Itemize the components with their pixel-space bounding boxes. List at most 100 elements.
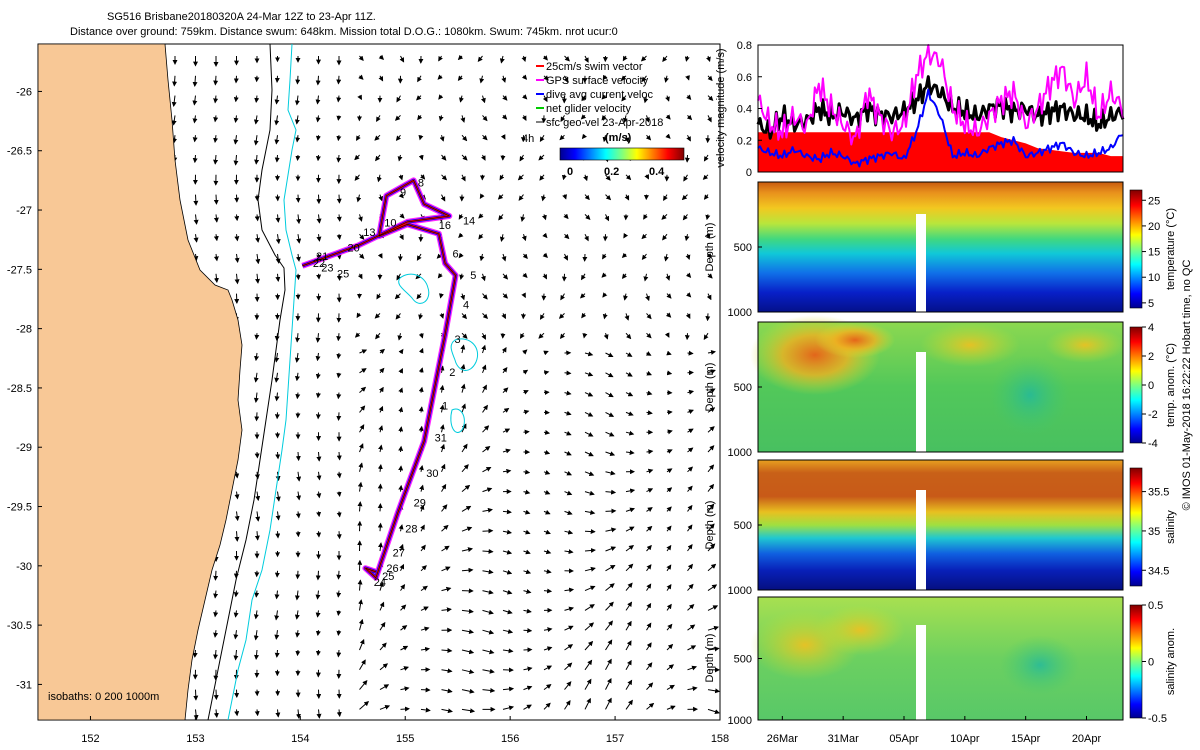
velocity-arrow xyxy=(501,313,506,320)
velocity-arrow xyxy=(605,174,611,181)
velocity-arrow xyxy=(253,610,259,620)
velocity-arrow xyxy=(461,526,473,532)
velocity-arrow xyxy=(666,643,674,651)
velocity-arrow xyxy=(254,214,260,222)
velocity-arrow xyxy=(523,489,531,495)
velocity-arrow xyxy=(605,411,615,417)
velocity-arrow xyxy=(523,589,532,594)
velocity-arrow xyxy=(707,388,716,394)
map-x-tick-label: 154 xyxy=(291,733,309,745)
velocity-arrow xyxy=(543,702,551,710)
velocity-arrow xyxy=(482,134,488,141)
velocity-arrow xyxy=(605,601,614,611)
velocity-arrow xyxy=(396,95,402,103)
velocity-arrow xyxy=(625,332,632,340)
velocity-arrow xyxy=(399,563,405,572)
velocity-arrow xyxy=(605,508,617,514)
velocity-arrow xyxy=(498,214,504,221)
velocity-arrow xyxy=(705,214,711,221)
velocity-series-swim xyxy=(758,132,1123,172)
velocity-arrow xyxy=(399,543,404,552)
velocity-arrow xyxy=(482,487,493,493)
velocity-arrow xyxy=(275,511,281,521)
velocity-arrow xyxy=(359,638,365,651)
velocity-arrow xyxy=(418,406,424,413)
time-tick-label: 31Mar xyxy=(828,733,860,745)
velocity-arrow xyxy=(295,392,301,400)
velocity-arrow xyxy=(687,504,693,512)
velocity-arrow xyxy=(584,391,594,397)
velocity-arrow xyxy=(666,468,673,474)
velocity-arrow xyxy=(687,645,697,651)
velocity-arrow xyxy=(559,332,565,340)
velocity-arrow xyxy=(398,387,404,393)
velocity-arrow xyxy=(564,529,574,535)
velocity-arrow xyxy=(255,511,261,522)
velocity-arrow xyxy=(687,485,693,492)
velocity-arrow xyxy=(646,410,653,416)
colorbar-label: temperature (°C) xyxy=(1165,208,1177,290)
velocity-arrow xyxy=(296,491,302,501)
track-day-label: 20 xyxy=(348,243,360,255)
velocity-arrow xyxy=(625,526,635,532)
velocity-arrow xyxy=(336,531,342,540)
velocity-arrow xyxy=(296,234,302,244)
temperature-colorbar xyxy=(1129,189,1143,309)
velocity-arrow xyxy=(378,405,384,413)
velocity-arrow xyxy=(482,466,492,473)
section-y-tick-label: 1000 xyxy=(728,585,752,597)
velocity-arrow xyxy=(625,699,633,710)
velocity-arrow xyxy=(417,75,422,83)
velocity-arrow xyxy=(398,192,404,199)
velocity-arrow xyxy=(233,95,239,103)
velocity-arrow xyxy=(564,450,572,456)
velocity-arrow xyxy=(641,253,647,261)
velocity-arrow xyxy=(666,293,672,299)
velocity-arrow xyxy=(336,234,342,240)
velocity-arrow xyxy=(558,313,565,319)
colorbar-label: salinity xyxy=(1165,510,1177,544)
velocity-arrow xyxy=(420,585,428,592)
velocity-arrow xyxy=(234,511,240,522)
isobath-note: isobaths: 0 200 1000m xyxy=(48,691,159,703)
track-day-label: 9 xyxy=(400,187,406,199)
velocity-arrow xyxy=(420,544,426,552)
velocity-arrow xyxy=(519,332,525,339)
velocity-arrow xyxy=(378,542,383,552)
velocity-arrow xyxy=(666,664,675,671)
velocity-arrow xyxy=(213,273,219,284)
velocity-arrow xyxy=(295,372,300,382)
velocity-arrow xyxy=(519,154,525,162)
velocity-arrow xyxy=(336,333,342,342)
velocity-arrow xyxy=(520,214,526,222)
velocity-arrow xyxy=(523,389,529,395)
velocity-arrow xyxy=(707,75,713,82)
velocity-arrow xyxy=(374,313,381,319)
velocity-arrow xyxy=(625,391,634,397)
velocity-arrow xyxy=(461,464,469,473)
section-y-tick-label: 500 xyxy=(734,382,752,394)
velocity-arrow xyxy=(665,273,671,281)
velocity-arrow xyxy=(234,471,240,479)
velocity-arrow xyxy=(400,645,409,651)
track-day-label: 23 xyxy=(321,263,333,275)
track-day-label: 5 xyxy=(470,270,476,282)
velocity-arrow xyxy=(418,367,424,373)
velocity-arrow xyxy=(315,135,321,141)
velocity-arrow xyxy=(315,392,321,399)
velocity-arrow xyxy=(395,134,401,141)
velocity-arrow xyxy=(315,333,321,343)
velocity-arrow xyxy=(379,704,391,710)
velocity-arrow xyxy=(646,642,652,651)
velocity-arrow xyxy=(664,332,670,338)
velocity-arrow xyxy=(420,626,430,632)
velocity-arrow xyxy=(458,214,464,220)
velocity-arrow xyxy=(375,332,381,340)
velocity-arrow xyxy=(398,465,404,472)
velocity-arrow xyxy=(358,599,364,611)
velocity-arrow xyxy=(663,253,669,262)
velocity-arrow xyxy=(707,605,719,611)
colorbar-tick-label: 20 xyxy=(1148,221,1160,233)
velocity-arrow xyxy=(374,134,381,141)
velocity-arrow xyxy=(646,313,652,320)
